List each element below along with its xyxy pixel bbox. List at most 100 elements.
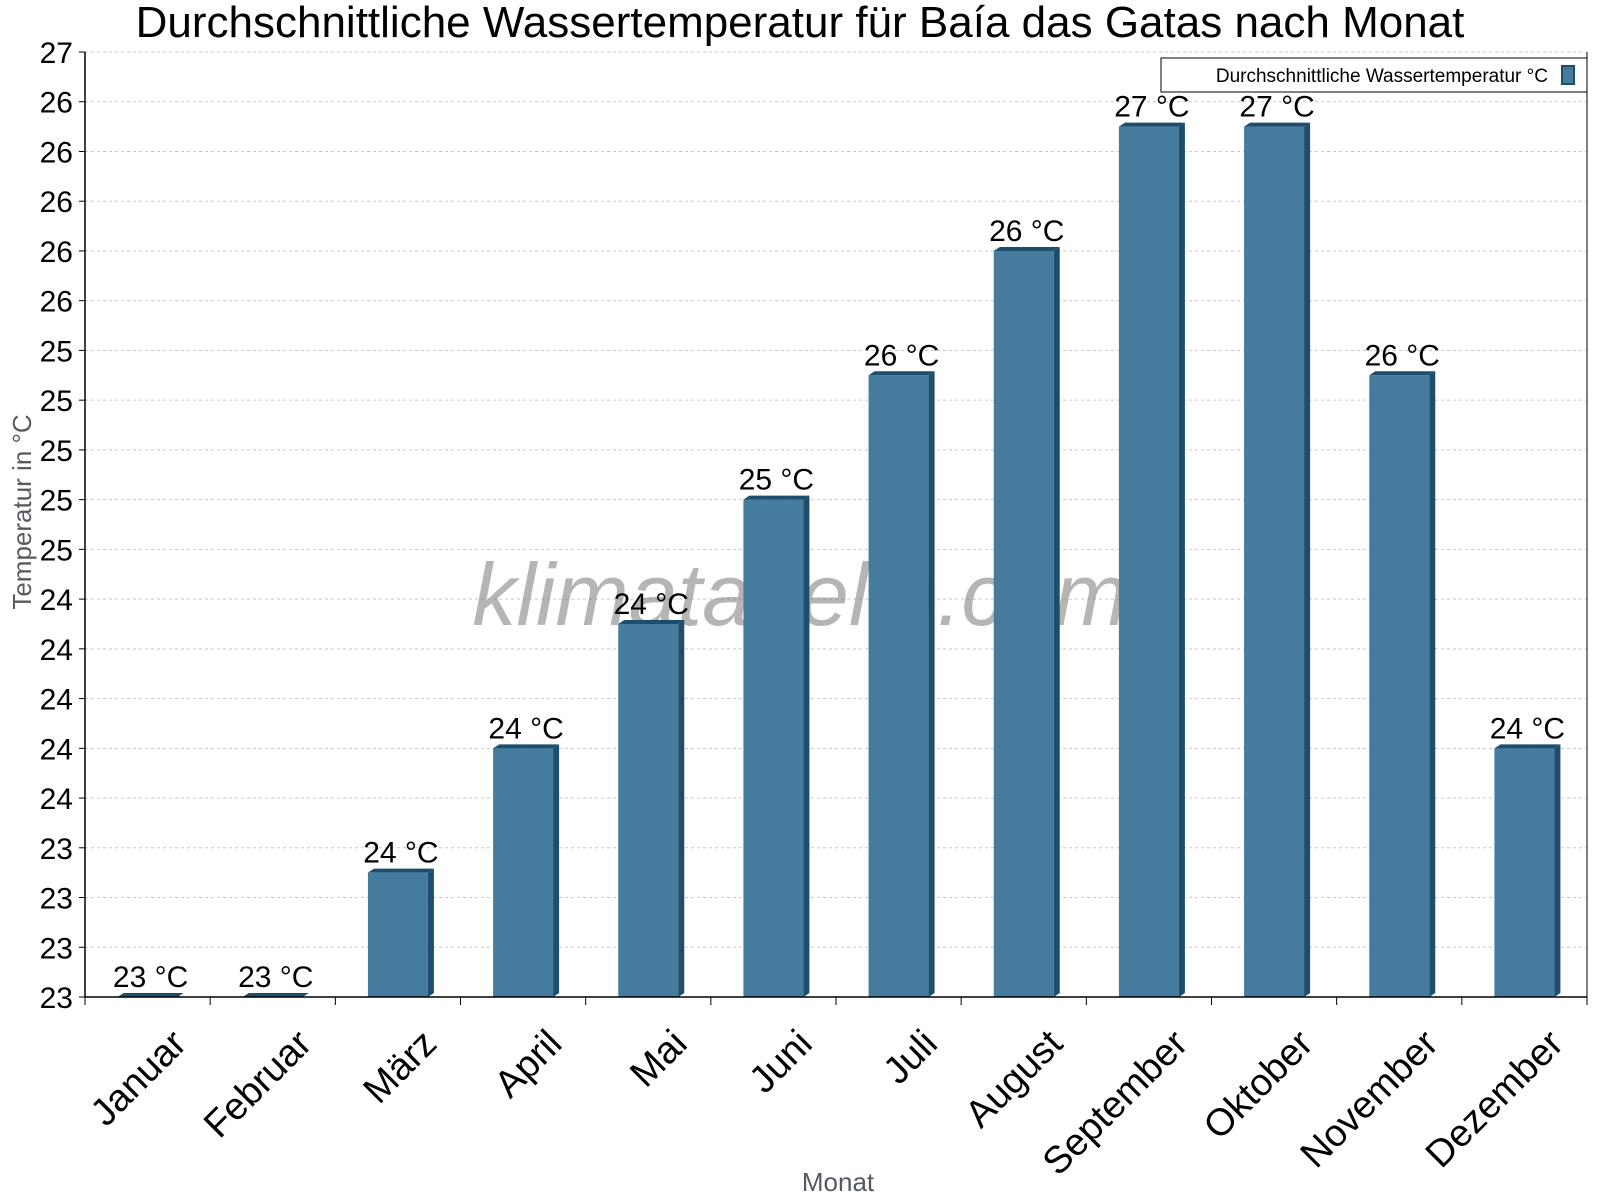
x-tick-label: Juli [876, 1022, 946, 1092]
bar-top [1118, 122, 1185, 127]
bar [743, 495, 810, 997]
bar-top [1244, 122, 1311, 127]
bar [993, 246, 1060, 997]
x-tick-label: Juni [742, 1022, 821, 1101]
y-tick-label: 26 [40, 87, 73, 120]
y-tick-label: 23 [40, 982, 73, 1015]
x-axis-label: Monat [802, 1167, 875, 1197]
data-label: 24 °C [614, 588, 689, 621]
bar-face [993, 250, 1054, 997]
data-label: 26 °C [864, 339, 939, 372]
data-label: 24 °C [1490, 712, 1565, 745]
y-tick-label: 23 [40, 883, 73, 916]
x-tick-label: Oktober [1196, 1022, 1322, 1148]
bar-top [868, 371, 935, 376]
bar-top [1369, 371, 1436, 376]
data-labels: 23 °C 23 °C 24 °C 24 °C 24 °C 25 °C 26 °C 26 °C… [113, 91, 1565, 994]
y-axis-label: Temperatur in °C [7, 414, 37, 609]
legend-swatch [1561, 65, 1575, 85]
data-label: 26 °C [989, 215, 1064, 248]
bar-side [553, 744, 560, 997]
y-tick-label: 24 [40, 634, 73, 667]
data-label: 24 °C [488, 712, 563, 745]
bar [242, 993, 309, 997]
bar-face [1118, 126, 1179, 997]
bar [1494, 744, 1561, 997]
chart-title: Durchschnittliche Wassertemperatur für B… [136, 0, 1465, 47]
bar-face [367, 872, 428, 997]
bar-side [678, 619, 685, 997]
y-tick-label: 25 [40, 534, 73, 567]
data-label: 27 °C [1239, 91, 1314, 124]
bar [618, 619, 685, 997]
axes [84, 52, 1588, 998]
y-tick-label: 23 [40, 932, 73, 965]
y-tick-label: 24 [40, 733, 73, 766]
bar [367, 868, 434, 997]
bar-side [1429, 371, 1436, 998]
data-label: 23 °C [113, 961, 188, 994]
y-tick-label: 25 [40, 485, 73, 518]
bar-side [1304, 122, 1311, 997]
bar [493, 744, 560, 997]
y-tick-label: 27 [40, 37, 73, 70]
bars [117, 122, 1561, 998]
bar-face [1244, 126, 1305, 997]
x-axis-ticks: Januar Februar März April Mai Juni Juli AugustS… [83, 997, 1588, 1184]
y-tick-label: 24 [40, 684, 73, 717]
data-label: 24 °C [363, 837, 438, 870]
bar-top [618, 619, 685, 624]
bar-face [618, 623, 679, 997]
bar-top [117, 993, 184, 997]
data-label: 27 °C [1114, 91, 1189, 124]
bar-side [427, 868, 434, 997]
bar-top [1494, 744, 1561, 749]
bar-face [743, 499, 804, 997]
bar-face [1369, 375, 1430, 998]
y-tick-label: 26 [40, 236, 73, 269]
bar-side [928, 371, 935, 998]
y-tick-label: 26 [40, 136, 73, 169]
legend: Durchschnittliche Wassertemperatur °C [1160, 57, 1588, 93]
y-tick-label: 26 [40, 186, 73, 219]
bar-side [1178, 122, 1185, 997]
legend-box [1160, 57, 1588, 93]
y-axis-ticks: 23 23 23 23 24 24 24 24 24 25 25 25 25 25 26 26 26 26 26 27 [40, 37, 85, 1015]
bar-top [493, 744, 560, 749]
bar-face [493, 748, 554, 997]
bar-top [367, 868, 434, 873]
bar [1118, 122, 1185, 997]
x-tick-label: Mai [622, 1022, 695, 1095]
grid-lines [85, 51, 1587, 948]
x-tick-label: Februar [196, 1022, 320, 1146]
bar-top [242, 993, 309, 997]
bar-side [1053, 246, 1060, 997]
bar-side [1554, 744, 1561, 997]
y-tick-label: 25 [40, 435, 73, 468]
y-tick-label: 25 [40, 335, 73, 368]
x-tick-label: August [958, 1022, 1072, 1136]
bar-top [743, 495, 810, 500]
x-tick-label: Januar [83, 1022, 195, 1134]
bar [117, 993, 184, 997]
bar-face [868, 375, 929, 998]
legend-series-label: Durchschnittliche Wassertemperatur °C [1216, 66, 1548, 87]
y-tick-label: 24 [40, 783, 73, 816]
bar-top [993, 246, 1060, 251]
y-tick-label: 23 [40, 833, 73, 866]
bar-face [1494, 748, 1555, 997]
x-tick-label: März [356, 1022, 445, 1111]
y-tick-label: 26 [40, 286, 73, 319]
y-tick-label: 25 [40, 385, 73, 418]
data-label: 26 °C [1365, 339, 1440, 372]
data-label: 25 °C [739, 464, 814, 497]
x-tick-label: April [487, 1022, 570, 1105]
bar [868, 371, 935, 998]
y-tick-label: 24 [40, 584, 73, 617]
x-tick-label: Dezember [1418, 1022, 1572, 1176]
bar [1244, 122, 1311, 997]
bar [1369, 371, 1436, 998]
data-label: 23 °C [238, 961, 313, 994]
